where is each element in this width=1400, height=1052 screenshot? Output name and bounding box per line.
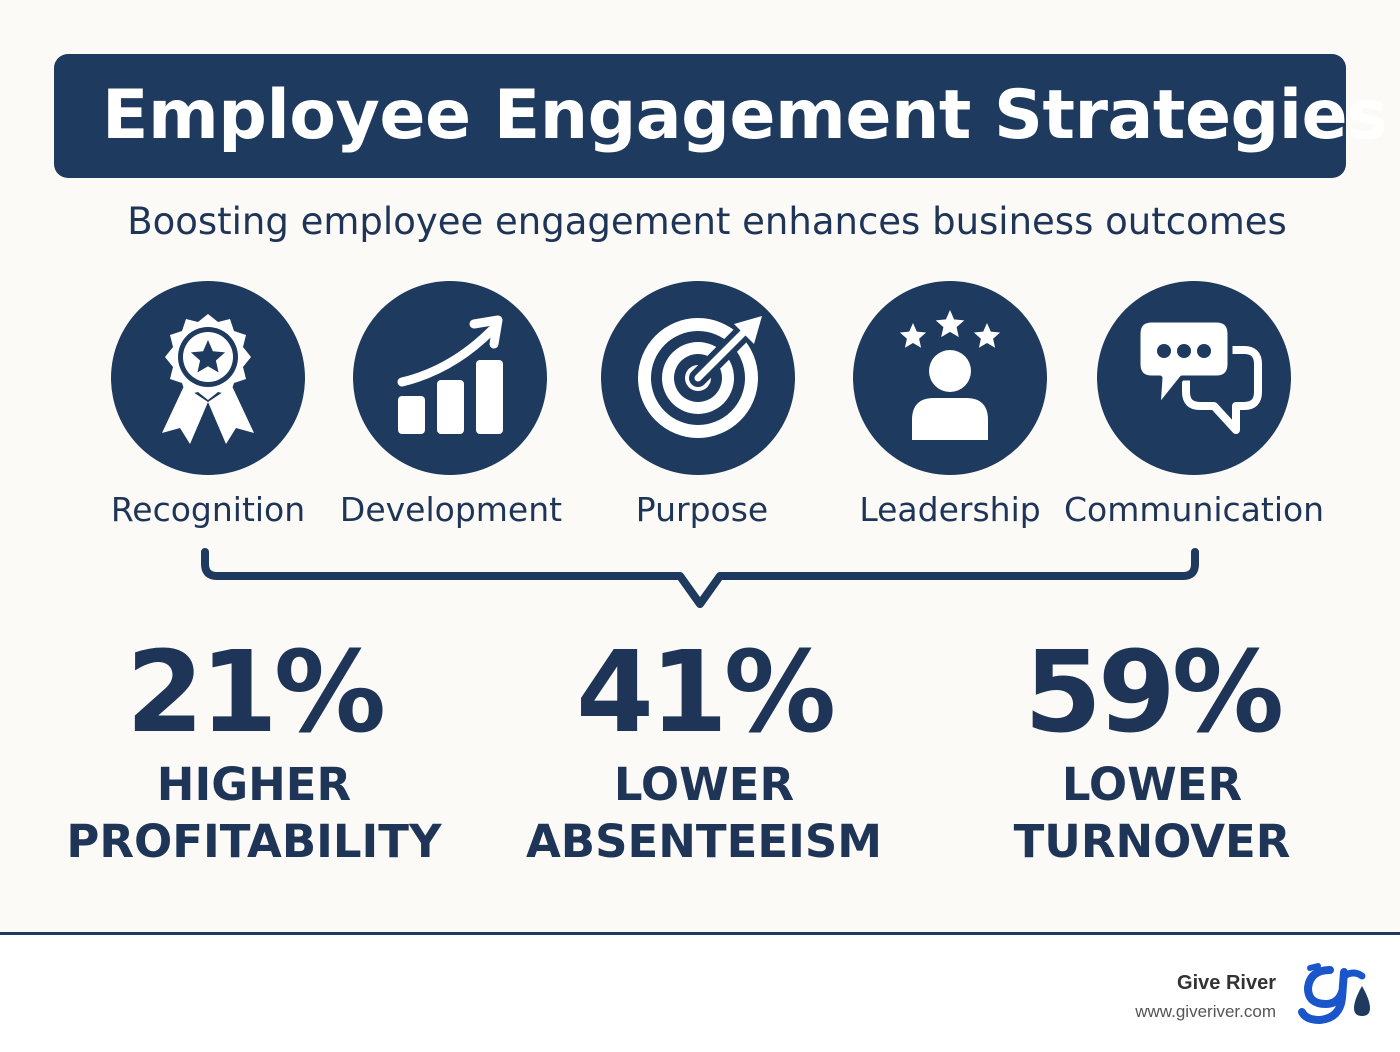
title-banner: Employee Engagement Strategies <box>54 54 1388 178</box>
stat-line-2: TURNOVER <box>1013 815 1291 868</box>
stat-line-2: ABSENTEEISM <box>525 815 883 868</box>
recognition-icon-circle <box>110 280 306 476</box>
purpose-icon-circle <box>600 280 796 476</box>
stat-profitability: 21% HIGHER PROFITABILITY <box>24 630 484 870</box>
stat-line-2: PROFITABILITY <box>66 815 442 868</box>
stat-line-1: HIGHER <box>156 758 352 811</box>
stat-absenteeism: 41% LOWER ABSENTEEISM <box>474 630 934 870</box>
give-river-logo-icon <box>1298 963 1370 1025</box>
infographic: Employee Engagement Strategies Boosting … <box>24 54 1388 870</box>
bracket-connector <box>201 548 1199 608</box>
strategy-label-recognition: Recognition <box>110 490 306 529</box>
subtitle: Boosting employee engagement enhances bu… <box>127 200 1287 243</box>
stat-value: 21% <box>125 628 386 758</box>
leader-stars-icon <box>853 281 1047 475</box>
leadership-icon-circle <box>852 280 1048 476</box>
stat-value: 41% <box>575 628 836 758</box>
page-title: Employee Engagement Strategies <box>102 76 1388 155</box>
award-ribbon-icon <box>111 281 305 475</box>
communication-icon-circle <box>1096 280 1292 476</box>
brand-name: Give River <box>1177 972 1276 994</box>
strategy-label-communication: Communication <box>1064 490 1325 529</box>
stat-line-1: LOWER <box>613 758 795 811</box>
stat-value: 59% <box>1023 628 1284 758</box>
growth-chart-icon <box>353 281 547 475</box>
strategy-label-purpose: Purpose <box>635 490 769 529</box>
development-icon-circle <box>352 280 548 476</box>
strategy-label-leadership: Leadership <box>859 490 1041 529</box>
stat-line-1: LOWER <box>1061 758 1243 811</box>
chat-bubbles-icon <box>1097 281 1291 475</box>
footer-divider <box>0 932 1400 935</box>
strategy-label-development: Development <box>339 490 563 529</box>
stat-turnover: 59% LOWER TURNOVER <box>922 630 1382 870</box>
target-icon <box>601 281 795 475</box>
brand-url: www.giveriver.com <box>1135 1002 1276 1021</box>
